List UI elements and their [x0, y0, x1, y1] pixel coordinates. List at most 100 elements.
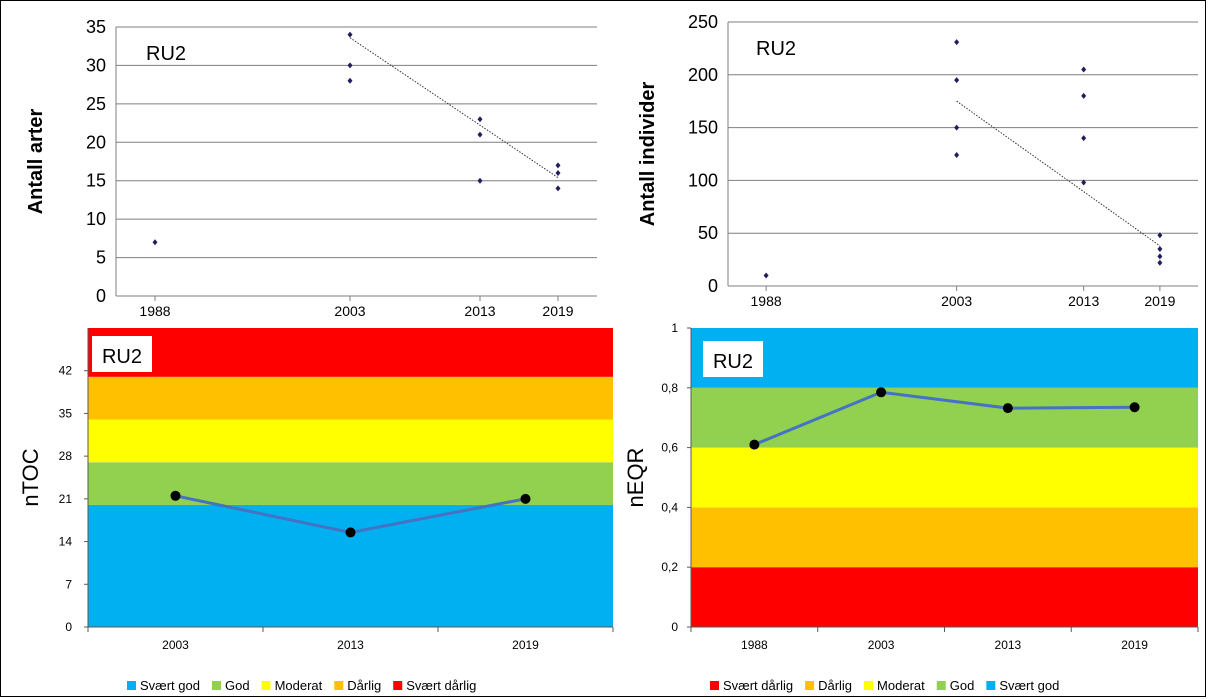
data-point — [1081, 135, 1087, 142]
legend-swatch — [864, 681, 874, 690]
data-point — [1157, 232, 1163, 239]
data-point — [1081, 66, 1087, 73]
data-point — [477, 177, 483, 184]
y-tick-label: 14 — [59, 535, 73, 549]
legend-swatch — [936, 681, 946, 690]
data-point — [555, 170, 561, 177]
band-d-rlig — [88, 376, 613, 420]
data-point — [555, 185, 561, 192]
data-point — [1081, 92, 1087, 99]
x-tick-label: 2013 — [464, 303, 495, 319]
data-point — [749, 439, 760, 450]
x-tick-label: 2019 — [542, 303, 573, 319]
data-point — [1157, 259, 1163, 266]
band-sv-rt-d-rlig — [88, 328, 613, 377]
legend-entry: Dårlig — [347, 678, 381, 693]
legend-swatch — [986, 681, 996, 690]
band-moderat — [691, 447, 1198, 508]
chart-species: 1988 2003 2013 2019 0 5 10 15 20 25 30 35 Antall art… — [25, 17, 597, 319]
y-tick-label: 0 — [65, 620, 72, 634]
data-point — [347, 62, 353, 69]
y-tick-label: 15 — [86, 171, 106, 191]
chart-ntoc: 0 7 14 21 28 35 42 2003 2013 2019 nTOC RU2 Svært god… — [18, 328, 614, 693]
data-point — [347, 31, 353, 38]
y-axis-label: Antall individer — [637, 82, 659, 227]
data-point — [555, 162, 561, 169]
y-tick-label: 100 — [688, 170, 718, 190]
band-d-rlig — [691, 507, 1198, 568]
y-axis-label: nTOC — [18, 448, 43, 506]
y-axis-label: nEQR — [623, 448, 648, 508]
band-sv-rt-d-rlig — [691, 567, 1198, 627]
data-point — [954, 77, 960, 84]
band-god — [691, 387, 1198, 448]
data-point — [345, 527, 356, 538]
data-point — [1002, 403, 1013, 414]
panel-label: RU2 — [102, 346, 142, 368]
data-point — [520, 493, 531, 504]
x-tick-label: 2019 — [512, 638, 539, 652]
legend-entry: God — [225, 678, 250, 693]
x-tick-label: 2013 — [337, 638, 364, 652]
data-point — [477, 131, 483, 138]
y-tick-label: 0 — [96, 286, 106, 306]
legend-swatch — [393, 681, 403, 690]
band-sv-rt-god — [88, 504, 613, 627]
band-god — [88, 462, 613, 505]
legend-entry: Svært god — [140, 678, 200, 693]
x-tick-label: 2003 — [868, 638, 895, 652]
y-tick-label: 0 — [671, 620, 678, 634]
y-tick-label: 1 — [671, 321, 678, 335]
x-tick-label: 1988 — [751, 293, 782, 309]
y-tick-label: 35 — [59, 406, 73, 420]
y-tick-label: 25 — [86, 94, 106, 114]
y-tick-label: 5 — [96, 248, 106, 268]
legend-swatch — [710, 681, 719, 690]
panel-label: RU2 — [713, 351, 753, 373]
data-point — [152, 239, 158, 246]
y-tick-label: 0,8 — [661, 381, 678, 395]
x-tick-label: 2003 — [162, 638, 189, 652]
y-tick-label: 28 — [59, 449, 73, 463]
y-tick-label: 200 — [688, 65, 718, 85]
y-tick-label: 30 — [86, 55, 106, 75]
y-tick-label: 0,6 — [661, 441, 678, 455]
x-tick-label: 2019 — [1121, 638, 1148, 652]
data-point — [876, 387, 887, 398]
legend-entry: Svært dårlig — [406, 678, 476, 693]
data-point — [1129, 402, 1140, 413]
legend-entry: Svært dårlig — [723, 678, 793, 693]
y-tick-label: 7 — [65, 577, 72, 591]
data-point — [1081, 179, 1087, 186]
panel-label: RU2 — [756, 38, 796, 60]
band-moderat — [88, 419, 613, 463]
legend-swatch — [805, 681, 815, 690]
chart-neqr: 0 0,2 0,4 0,6 0,8 1 1988 2003 2013 2019 nEQR RU2 Svæ… — [623, 321, 1199, 693]
y-tick-label: 20 — [86, 132, 106, 152]
y-tick-label: 50 — [698, 223, 718, 243]
legend-entry: Dårlig — [818, 678, 852, 693]
legend-entry: Moderat — [275, 678, 323, 693]
trendline — [349, 37, 559, 179]
x-tick-label: 2003 — [334, 303, 365, 319]
x-tick-label: 2013 — [995, 638, 1022, 652]
y-tick-label: 42 — [59, 364, 73, 378]
y-tick-label: 21 — [59, 492, 73, 506]
y-tick-label: 0,2 — [661, 560, 678, 574]
legend-entry: Svært god — [999, 678, 1059, 693]
y-tick-label: 0 — [708, 276, 718, 296]
panel-label-box — [92, 336, 152, 372]
series-line — [753, 390, 1135, 446]
legend-swatch — [211, 681, 221, 690]
y-tick-label: 10 — [86, 209, 106, 229]
data-point — [1157, 246, 1163, 253]
y-tick-label: 0,4 — [661, 500, 678, 514]
band-sv-rt-god — [691, 328, 1198, 388]
y-axis-label: Antall arter — [25, 108, 47, 214]
data-point — [477, 116, 483, 123]
legend-swatch — [261, 681, 271, 690]
x-tick-label: 1988 — [741, 638, 768, 652]
legend-swatch — [334, 681, 344, 690]
